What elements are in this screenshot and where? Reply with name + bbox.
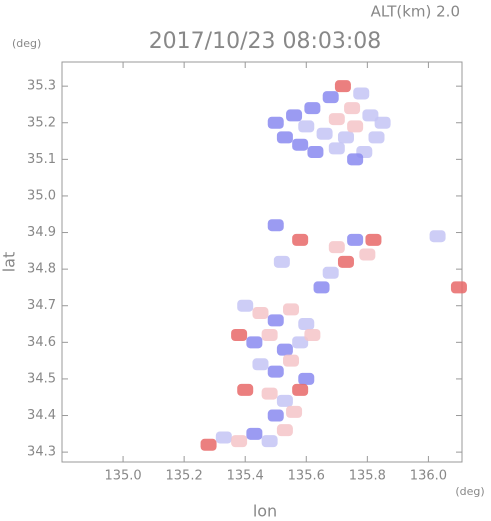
y-tick-label: 34.4 xyxy=(27,408,56,423)
echo-cell xyxy=(450,281,467,294)
echo-cell xyxy=(200,438,217,451)
y-tick-label: 34.7 xyxy=(27,298,56,313)
echo-cell xyxy=(246,336,263,349)
echo-cell xyxy=(298,120,315,133)
echo-cell xyxy=(344,102,361,115)
echo-cell xyxy=(307,146,324,159)
echo-cell xyxy=(322,266,339,279)
y-tick-label: 35.0 xyxy=(27,188,56,203)
echo-cell xyxy=(316,127,333,140)
y-tick-label: 34.9 xyxy=(27,225,56,240)
echo-cell xyxy=(374,116,391,129)
echo-cell xyxy=(237,299,254,312)
echo-cell xyxy=(337,131,354,144)
echo-cell xyxy=(292,233,309,246)
echo-cell xyxy=(353,87,370,100)
echo-cell xyxy=(276,343,293,356)
x-tick-label: 135.6 xyxy=(288,469,325,484)
y-tick-label: 35.2 xyxy=(27,115,56,130)
x-tick-label: 135.0 xyxy=(104,469,141,484)
plot-frame xyxy=(61,61,463,463)
x-tick-label: 135.4 xyxy=(227,469,264,484)
echo-cell xyxy=(313,281,330,294)
echo-cell xyxy=(267,219,284,232)
echo-cell xyxy=(286,109,303,122)
echo-cell xyxy=(347,120,364,133)
echo-cell xyxy=(292,336,309,349)
x-tick-label: 136.0 xyxy=(410,469,447,484)
echo-cell xyxy=(359,248,376,261)
echo-cell xyxy=(215,431,232,444)
echo-cell xyxy=(252,358,269,371)
echo-cell xyxy=(322,91,339,104)
echo-cell xyxy=(231,329,248,342)
y-axis-label: lat xyxy=(0,252,19,273)
echo-cell xyxy=(347,233,364,246)
echo-cell xyxy=(267,409,284,422)
echo-cell xyxy=(273,255,290,268)
echo-cell xyxy=(328,113,345,126)
y-tick-label: 34.3 xyxy=(27,445,56,460)
echo-cell xyxy=(276,424,293,437)
echo-cell xyxy=(267,116,284,129)
echo-cell xyxy=(276,394,293,407)
echo-cell xyxy=(368,131,385,144)
echo-cell xyxy=(365,233,382,246)
y-tick-label: 34.8 xyxy=(27,262,56,277)
echo-cell xyxy=(283,303,300,316)
echo-cell xyxy=(292,138,309,151)
echo-cell xyxy=(267,314,284,327)
echo-cell xyxy=(298,318,315,331)
echo-cell xyxy=(362,109,379,122)
chart-subtitle: ALT(km) 2.0 xyxy=(371,3,460,21)
echo-cell xyxy=(292,383,309,396)
echo-cell xyxy=(261,387,278,400)
echo-cell xyxy=(304,102,321,115)
echo-cell xyxy=(267,365,284,378)
y-tick-label: 34.5 xyxy=(27,371,56,386)
echo-cell xyxy=(337,255,354,268)
echo-cell xyxy=(298,372,315,385)
x-axis-label: lon xyxy=(253,502,277,521)
echo-cell xyxy=(347,153,364,166)
echo-cell xyxy=(252,307,269,320)
x-tick-label: 135.2 xyxy=(166,469,203,484)
echo-cell xyxy=(283,354,300,367)
chart-title: 2017/10/23 08:03:08 xyxy=(149,29,382,54)
echo-cell xyxy=(231,435,248,448)
x-tick-label: 135.8 xyxy=(349,469,386,484)
echo-cell xyxy=(328,241,345,254)
echo-cell xyxy=(237,383,254,396)
y-tick-label: 35.3 xyxy=(27,79,56,94)
y-tick-label: 35.1 xyxy=(27,152,56,167)
echo-cell xyxy=(304,329,321,342)
echo-cell xyxy=(276,131,293,144)
echo-cell xyxy=(286,405,303,418)
y-unit: (deg) xyxy=(12,37,41,50)
echo-cell xyxy=(334,80,351,93)
echo-cell xyxy=(261,435,278,448)
x-unit: (deg) xyxy=(455,485,484,498)
echo-cell xyxy=(261,329,278,342)
y-tick-label: 34.6 xyxy=(27,335,56,350)
echo-cell xyxy=(429,230,446,243)
echo-cell xyxy=(328,142,345,155)
echo-cell xyxy=(246,427,263,440)
